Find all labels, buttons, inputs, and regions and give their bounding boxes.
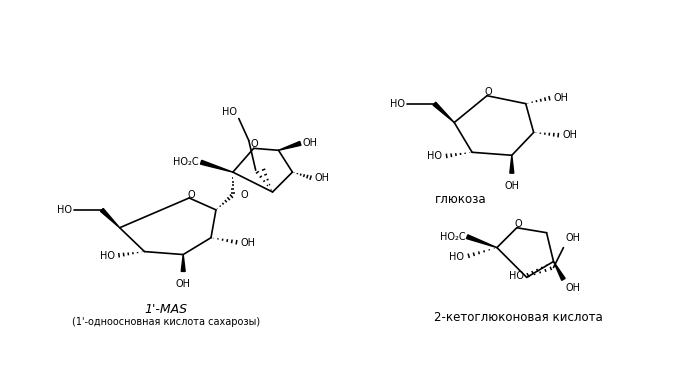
Text: HO: HO [427, 151, 443, 161]
Text: глюкоза: глюкоза [434, 193, 486, 206]
Text: (1'-одноосновная кислота сахарозы): (1'-одноосновная кислота сахарозы) [73, 317, 260, 327]
Text: OH: OH [302, 138, 318, 148]
Text: OH: OH [565, 233, 581, 243]
Text: OH: OH [314, 173, 329, 183]
Text: OH: OH [176, 280, 191, 290]
Text: 1'-MAS: 1'-MAS [144, 303, 188, 316]
Polygon shape [554, 261, 565, 280]
Text: HO: HO [389, 99, 405, 109]
Polygon shape [181, 254, 185, 271]
Text: HO₂C: HO₂C [174, 157, 199, 167]
Text: HO₂C: HO₂C [440, 232, 465, 242]
Text: OH: OH [554, 93, 568, 103]
Text: HO: HO [57, 205, 72, 215]
Text: O: O [251, 139, 258, 149]
Text: OH: OH [563, 131, 577, 141]
Text: HO: HO [450, 251, 464, 261]
Text: O: O [515, 219, 523, 229]
Text: O: O [241, 190, 248, 200]
Polygon shape [279, 141, 301, 150]
Text: OH: OH [241, 238, 255, 248]
Text: O: O [484, 87, 492, 97]
Text: HO: HO [100, 251, 114, 261]
Polygon shape [510, 155, 514, 173]
Text: O: O [187, 190, 195, 200]
Polygon shape [433, 102, 454, 122]
Text: HO: HO [509, 271, 524, 281]
Text: OH: OH [565, 283, 581, 293]
Text: 2-кетоглюконовая кислота: 2-кетоглюконовая кислота [434, 311, 603, 324]
Text: HO: HO [222, 107, 237, 117]
Text: OH: OH [505, 181, 519, 191]
Polygon shape [200, 160, 233, 172]
Polygon shape [101, 208, 119, 228]
Polygon shape [466, 235, 497, 248]
